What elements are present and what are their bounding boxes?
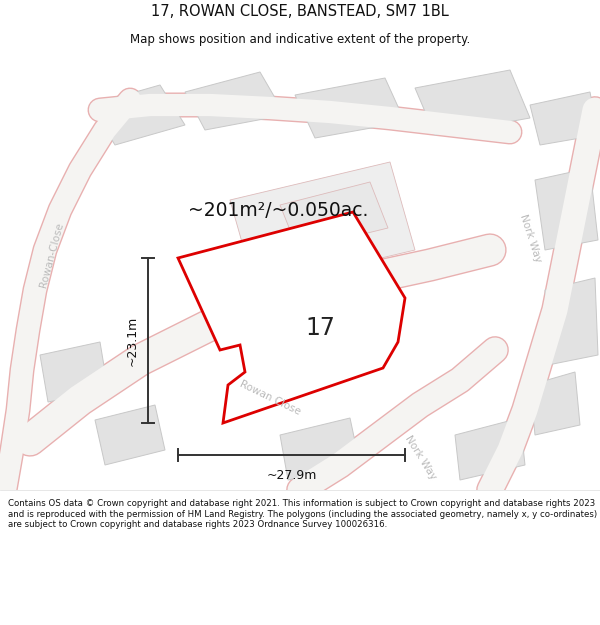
Polygon shape bbox=[178, 212, 405, 423]
Text: Rowan-Close: Rowan-Close bbox=[38, 221, 65, 289]
Text: Map shows position and indicative extent of the property.: Map shows position and indicative extent… bbox=[130, 32, 470, 46]
Text: 17: 17 bbox=[305, 316, 335, 340]
Text: Nork Way: Nork Way bbox=[403, 434, 437, 482]
Polygon shape bbox=[530, 92, 598, 145]
Polygon shape bbox=[230, 162, 415, 288]
Polygon shape bbox=[295, 78, 405, 138]
Polygon shape bbox=[280, 182, 388, 250]
Polygon shape bbox=[185, 72, 285, 130]
Text: ~201m²/~0.050ac.: ~201m²/~0.050ac. bbox=[188, 201, 368, 219]
Polygon shape bbox=[95, 405, 165, 465]
Polygon shape bbox=[90, 85, 185, 145]
Polygon shape bbox=[40, 342, 108, 402]
Polygon shape bbox=[545, 278, 598, 365]
Polygon shape bbox=[455, 418, 525, 480]
Text: Contains OS data © Crown copyright and database right 2021. This information is : Contains OS data © Crown copyright and d… bbox=[8, 499, 597, 529]
Polygon shape bbox=[535, 168, 598, 250]
Text: ~23.1m: ~23.1m bbox=[125, 316, 139, 366]
Text: Nork Way: Nork Way bbox=[518, 213, 542, 263]
Text: 17, ROWAN CLOSE, BANSTEAD, SM7 1BL: 17, ROWAN CLOSE, BANSTEAD, SM7 1BL bbox=[151, 4, 449, 19]
Polygon shape bbox=[280, 418, 360, 480]
Polygon shape bbox=[415, 70, 530, 135]
Polygon shape bbox=[530, 372, 580, 435]
Text: Rowan Close: Rowan Close bbox=[238, 379, 302, 417]
Text: ~27.9m: ~27.9m bbox=[266, 469, 317, 482]
